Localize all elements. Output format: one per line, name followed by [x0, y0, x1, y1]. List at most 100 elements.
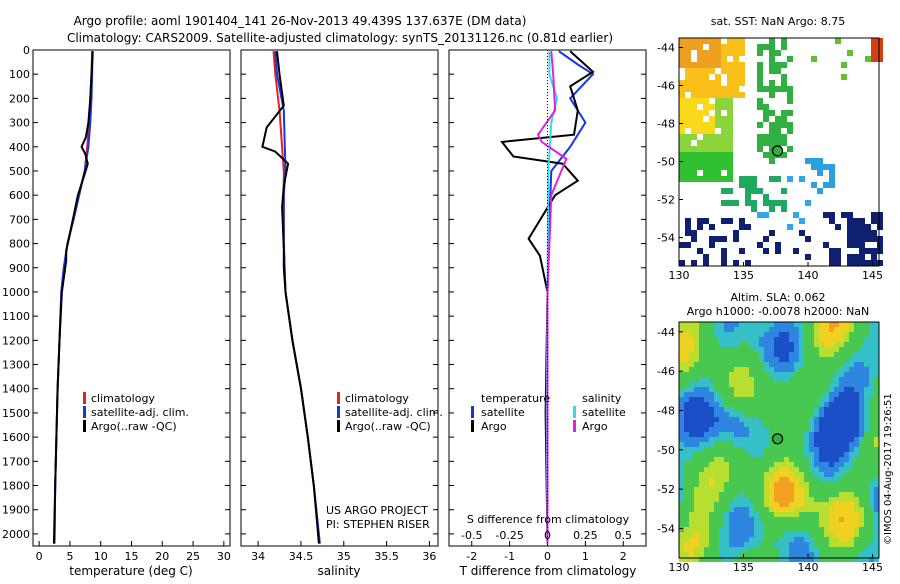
y-tick-label: 300: [9, 117, 30, 130]
sla-cell: [729, 522, 734, 527]
sla-cell: [829, 507, 834, 512]
sla-cell: [714, 502, 719, 507]
sla-cell: [689, 502, 694, 507]
sla-cell: [819, 387, 824, 392]
sla-cell: [759, 327, 764, 332]
sla-cell: [684, 547, 689, 552]
legend-swatch-s-argo: [573, 420, 576, 432]
sla-cell: [699, 457, 704, 462]
map-x-tick-label: 135: [733, 561, 754, 574]
sla-cell: [859, 387, 864, 392]
sla-cell: [699, 367, 704, 372]
sla-cell: [844, 367, 849, 372]
sla-cell: [704, 502, 709, 507]
sla-cell: [789, 492, 794, 497]
x-tick-label: 0: [36, 550, 43, 563]
sla-cell: [864, 522, 869, 527]
sla-cell: [839, 407, 844, 412]
sst-cell: [745, 260, 751, 266]
sla-cell: [749, 342, 754, 347]
sla-cell: [809, 377, 814, 382]
sst-cell: [703, 122, 709, 128]
sla-cell: [764, 352, 769, 357]
sla-cell: [844, 387, 849, 392]
sla-cell: [789, 532, 794, 537]
sla-cell: [824, 557, 829, 562]
sla-cell: [769, 487, 774, 492]
sla-cell: [824, 517, 829, 522]
sla-cell: [724, 327, 729, 332]
sla-cell: [759, 457, 764, 462]
sst-cell: [685, 218, 691, 224]
sla-cell: [849, 332, 854, 337]
sla-cell: [874, 532, 879, 537]
sla-cell: [704, 357, 709, 362]
sla-cell: [719, 422, 724, 427]
sla-cell: [829, 422, 834, 427]
sla-cell: [779, 417, 784, 422]
sla-cell: [694, 377, 699, 382]
sla-cell: [814, 412, 819, 417]
sla-cell: [719, 437, 724, 442]
sla-cell: [859, 537, 864, 542]
sla-cell: [859, 542, 864, 547]
sst-cell: [763, 104, 769, 110]
sla-cell: [874, 522, 879, 527]
sla-cell: [754, 462, 759, 467]
sla-cell: [779, 452, 784, 457]
sla-cell: [684, 462, 689, 467]
sla-cell: [689, 472, 694, 477]
sla-cell: [794, 467, 799, 472]
sst-cell: [871, 212, 877, 218]
sla-cell: [859, 397, 864, 402]
sla-cell: [679, 337, 684, 342]
sla-cell: [699, 532, 704, 537]
sla-cell: [789, 417, 794, 422]
sla-cell: [769, 442, 774, 447]
sla-cell: [744, 517, 749, 522]
sst-cell: [703, 134, 709, 140]
sla-cell: [714, 552, 719, 557]
sst-cell: [685, 230, 691, 236]
sla-cell: [809, 347, 814, 352]
sla-cell: [834, 372, 839, 377]
sla-cell: [679, 532, 684, 537]
sst-cell: [853, 236, 859, 242]
y-tick-label: 700: [9, 213, 30, 226]
sla-cell: [719, 407, 724, 412]
sla-cell: [734, 547, 739, 552]
sla-cell: [859, 482, 864, 487]
sla-cell: [869, 387, 874, 392]
sla-cell: [874, 327, 879, 332]
sla-cell: [804, 347, 809, 352]
sla-cell: [824, 492, 829, 497]
sla-cell: [854, 437, 859, 442]
sst-cell: [679, 242, 685, 248]
sla-cell: [724, 552, 729, 557]
s-tick-label: -0.25: [495, 529, 523, 542]
sst-cell: [805, 236, 811, 242]
sla-cell: [809, 352, 814, 357]
sla-cell: [734, 537, 739, 542]
sla-cell: [839, 517, 844, 522]
sla-cell: [679, 377, 684, 382]
sla-cell: [744, 387, 749, 392]
sla-cell: [689, 347, 694, 352]
s-tick-label: -0.5: [461, 529, 482, 542]
sla-cell: [724, 387, 729, 392]
sla-cell: [854, 357, 859, 362]
sst-cell: [715, 146, 721, 152]
sla-cell: [784, 342, 789, 347]
sla-cell: [854, 487, 859, 492]
sla-cell: [819, 352, 824, 357]
sla-cell: [724, 502, 729, 507]
sla-cell: [699, 427, 704, 432]
sla-cell: [774, 332, 779, 337]
sla-cell: [704, 492, 709, 497]
sla-cell: [789, 462, 794, 467]
sla-cell: [764, 517, 769, 522]
x-tick-label: 10: [94, 550, 108, 563]
sla-cell: [779, 477, 784, 482]
sla-cell: [809, 547, 814, 552]
sla-cell: [724, 362, 729, 367]
